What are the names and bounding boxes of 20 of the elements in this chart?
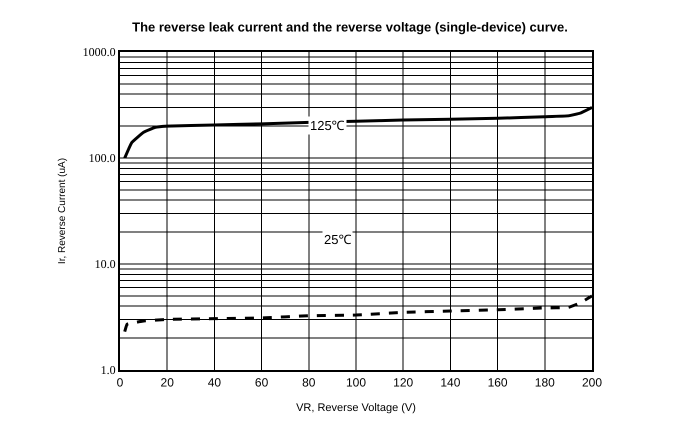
x-tick-label: 0: [116, 375, 124, 390]
y-tick-label: 1.0: [100, 363, 116, 378]
y-axis-title: Ir, Reverse Current (uA): [57, 158, 68, 264]
x-tick-label: 60: [254, 375, 269, 390]
x-tick-label: 100: [346, 375, 366, 390]
x-tick-label: 80: [302, 375, 316, 390]
x-tick-label: 160: [488, 375, 508, 390]
annotation: 125℃: [310, 118, 345, 133]
x-tick-label: 120: [393, 375, 414, 390]
x-axis-title: VR, Reverse Voltage (V): [296, 402, 416, 414]
x-tick-label: 180: [534, 375, 556, 390]
annotation: 25℃: [324, 232, 352, 247]
y-tick-label: 10.0: [94, 257, 116, 272]
x-tick-label: 140: [440, 375, 461, 390]
x-tick-label: 40: [208, 375, 222, 390]
x-tick-label: 20: [160, 375, 174, 390]
y-tick-label: 1000.0: [82, 45, 116, 60]
x-tick-label: 200: [582, 375, 602, 390]
y-tick-label: 100.0: [88, 151, 116, 166]
chart-title: The reverse leak current and the reverse voltage (single-device) curve.: [132, 19, 568, 34]
